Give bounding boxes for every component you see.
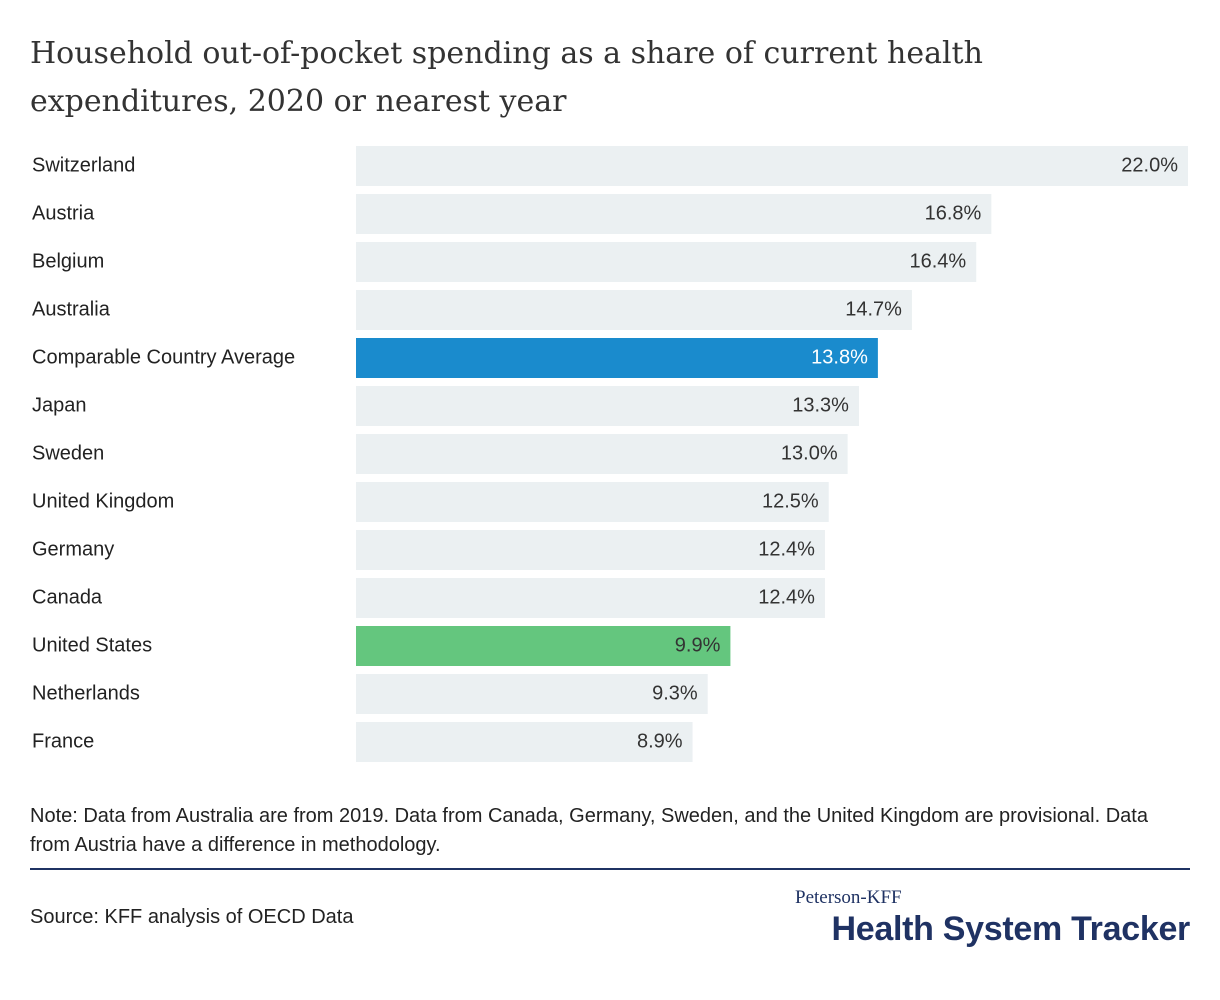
value-label: 13.3% [792,394,849,416]
category-label: France [32,730,94,752]
value-label: 14.7% [845,298,902,320]
bar [356,482,829,522]
category-label: Canada [32,586,103,608]
value-label: 12.4% [758,538,815,560]
category-label: Netherlands [32,682,140,704]
bar [356,626,731,666]
bar [356,146,1188,186]
category-label: United Kingdom [32,490,174,512]
value-label: 16.4% [909,250,966,272]
category-label: Switzerland [32,154,135,176]
value-label: 13.8% [811,346,868,368]
source: Source: KFF analysis of OECD Data [30,906,354,928]
bar [356,386,859,426]
value-label: 9.9% [675,634,721,656]
category-label: Sweden [32,442,104,464]
brand-small: Peterson-KFF [795,887,902,908]
bar [356,530,825,570]
category-label: Japan [32,394,87,416]
value-label: 12.4% [758,586,815,608]
bar [356,674,708,714]
bar [356,290,912,330]
category-label: Comparable Country Average [32,346,295,368]
note: Note: Data from Australia are from 2019.… [30,805,1148,856]
value-label: 16.8% [925,202,982,224]
value-label: 12.5% [762,490,819,512]
bar [356,338,878,378]
bar [356,242,977,282]
category-label: Belgium [32,250,104,272]
value-label: 13.0% [781,442,838,464]
category-label: Austria [32,202,95,224]
bar [356,434,848,474]
category-label: Australia [32,298,111,320]
brand-large: Health System Tracker [831,910,1191,948]
bar [356,194,992,234]
chart: Switzerland 22.0% Austria 16.8% Belgium 16.4%… [32,146,1188,762]
category-label: United States [32,634,152,656]
value-label: 22.0% [1121,154,1178,176]
category-label: Germany [32,538,114,560]
bar [356,578,825,618]
value-label: 8.9% [637,730,683,752]
chart-title: Household out-of-pocket spending as a sh… [30,36,983,119]
divider [30,868,1190,870]
value-label: 9.3% [652,682,698,704]
bar [356,722,693,762]
